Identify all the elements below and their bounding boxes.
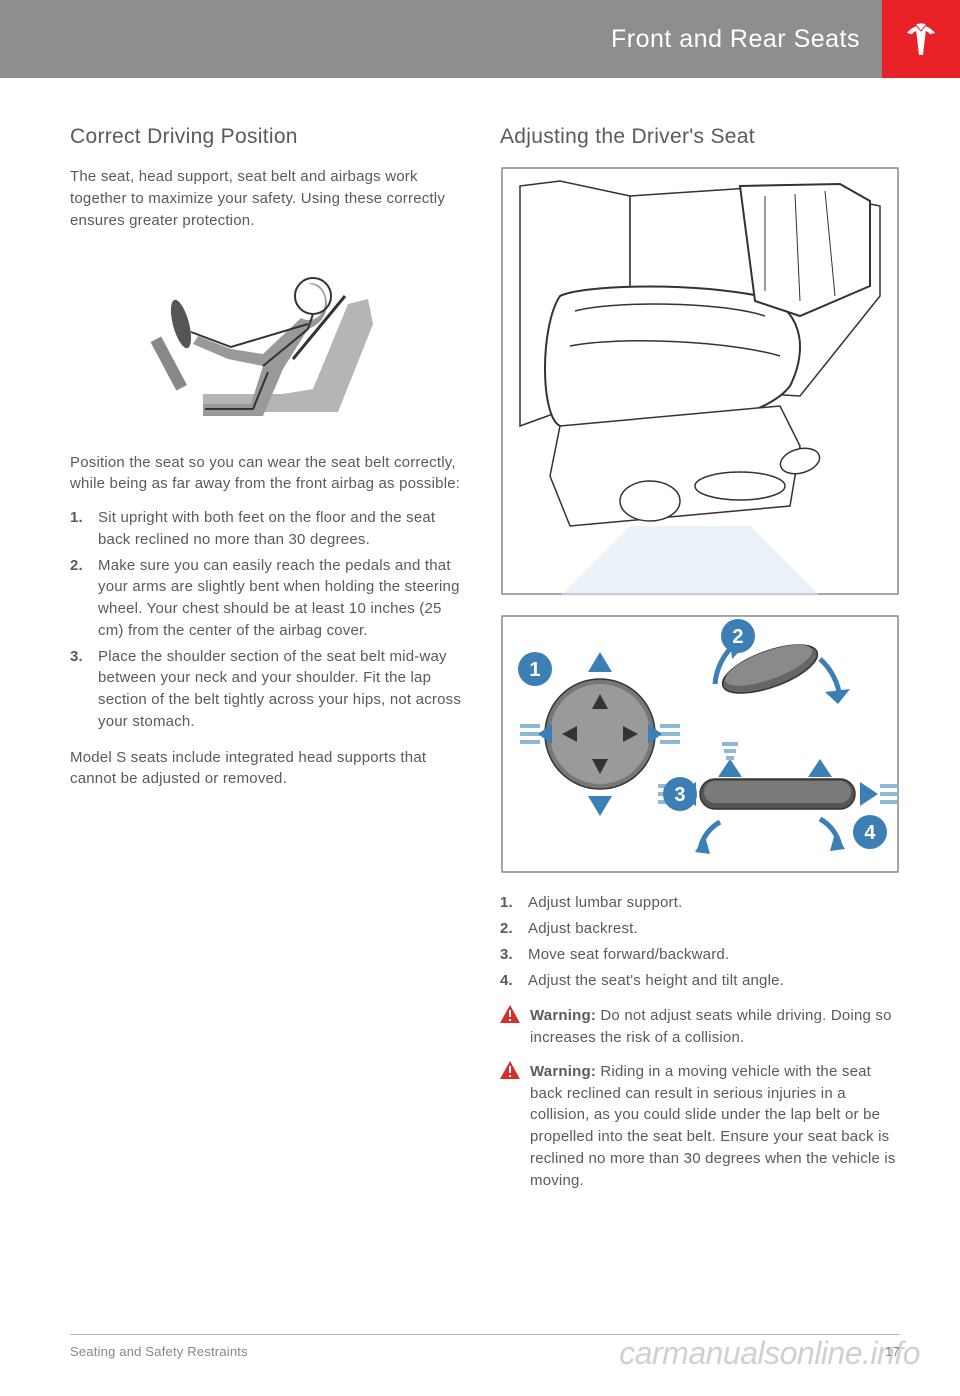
footer-section: Seating and Safety Restraints: [70, 1343, 248, 1362]
step-text: Adjust the seat's height and tilt angle.: [528, 970, 784, 992]
left-heading: Correct Driving Position: [70, 122, 466, 152]
left-steps-list: 1.Sit upright with both feet on the floo…: [70, 507, 466, 733]
seat-controls-diagram: 1 2: [500, 614, 900, 874]
tesla-logo: [882, 0, 960, 78]
right-heading: Adjusting the Driver's Seat: [500, 122, 900, 152]
seat-adjust-illustration: [500, 166, 900, 596]
list-item: 1.Sit upright with both feet on the floo…: [70, 507, 466, 551]
warning-text: Warning: Do not adjust seats while drivi…: [530, 1005, 900, 1049]
left-para2: Position the seat so you can wear the se…: [70, 452, 466, 496]
list-item: 3.Move seat forward/backward.: [500, 944, 900, 966]
step-number: 2.: [500, 918, 528, 940]
warning-icon: [500, 1005, 520, 1049]
warning-block: Warning: Do not adjust seats while drivi…: [500, 1005, 900, 1049]
list-item: 3.Place the shoulder section of the seat…: [70, 646, 466, 733]
tesla-logo-icon: [901, 19, 941, 59]
step-text: Sit upright with both feet on the floor …: [98, 507, 466, 551]
step-text: Adjust lumbar support.: [528, 892, 682, 914]
left-intro: The seat, head support, seat belt and ai…: [70, 166, 466, 231]
svg-text:4: 4: [864, 822, 876, 844]
warning-block: Warning: Riding in a moving vehicle with…: [500, 1061, 900, 1192]
controls-list: 1.Adjust lumbar support. 2.Adjust backre…: [500, 892, 900, 991]
warning-text: Warning: Riding in a moving vehicle with…: [530, 1061, 900, 1192]
list-item: 2.Adjust backrest.: [500, 918, 900, 940]
watermark: carmanualsonline.info: [619, 1330, 920, 1376]
step-number: 3.: [70, 646, 98, 733]
step-number: 3.: [500, 944, 528, 966]
right-column: Adjusting the Driver's Seat: [500, 122, 900, 1203]
list-item: 4.Adjust the seat's height and tilt angl…: [500, 970, 900, 992]
step-text: Adjust backrest.: [528, 918, 638, 940]
warning-icon: [500, 1061, 520, 1192]
left-note: Model S seats include integrated head su…: [70, 747, 466, 791]
svg-text:1: 1: [529, 659, 540, 681]
step-text: Make sure you can easily reach the pedal…: [98, 555, 466, 642]
page-header: Front and Rear Seats: [0, 0, 960, 78]
step-text: Place the shoulder section of the seat b…: [98, 646, 466, 733]
left-column: Correct Driving Position The seat, head …: [70, 122, 466, 1203]
step-number: 4.: [500, 970, 528, 992]
svg-text:2: 2: [732, 626, 743, 648]
list-item: 2.Make sure you can easily reach the ped…: [70, 555, 466, 642]
step-number: 1.: [70, 507, 98, 551]
step-number: 1.: [500, 892, 528, 914]
driving-position-illustration: [70, 244, 466, 434]
header-title: Front and Rear Seats: [611, 21, 860, 57]
step-number: 2.: [70, 555, 98, 642]
svg-text:3: 3: [674, 784, 685, 806]
list-item: 1.Adjust lumbar support.: [500, 892, 900, 914]
step-text: Move seat forward/backward.: [528, 944, 729, 966]
content-area: Correct Driving Position The seat, head …: [0, 78, 960, 1203]
